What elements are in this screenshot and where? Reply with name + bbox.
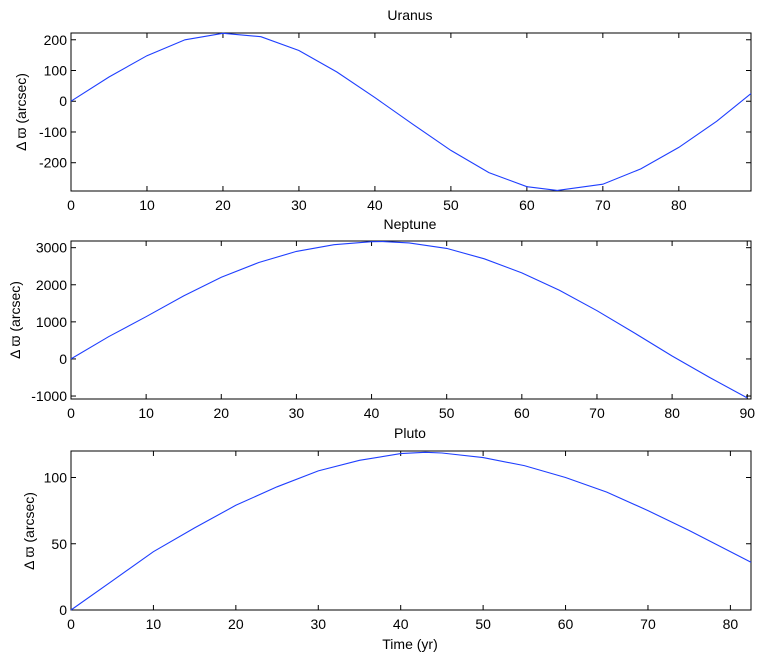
x-axis-label: Time (yr) <box>382 636 437 652</box>
chart-title: Neptune <box>384 216 437 232</box>
y-tick-label: 100 <box>44 63 68 79</box>
x-tick-label: 30 <box>291 197 307 213</box>
y-tick-label: 100 <box>44 470 68 486</box>
x-tick-label: 80 <box>664 405 680 421</box>
x-tick-label: 0 <box>67 616 75 632</box>
x-tick-label: 0 <box>67 405 75 421</box>
y-axis-label: Δ ϖ (arcsec) <box>21 492 37 570</box>
x-tick-label: 0 <box>67 197 75 213</box>
x-tick-label: 50 <box>475 616 491 632</box>
y-tick-label: 0 <box>59 93 67 109</box>
x-tick-label: 40 <box>367 197 383 213</box>
series-line <box>70 32 752 191</box>
tick-group: 0 10 20 30 40 50 60 70 80 -200 -100 0 100 200 <box>39 32 751 213</box>
x-tick-label: 20 <box>228 616 244 632</box>
x-tick-label: 80 <box>671 197 687 213</box>
x-tick-label: 40 <box>393 616 409 632</box>
x-tick-label: 90 <box>739 405 755 421</box>
y-tick-label: 3000 <box>36 240 67 256</box>
y-tick-label: 2000 <box>36 277 67 293</box>
x-tick-label: 20 <box>215 197 231 213</box>
y-axis-label: Δ ϖ (arcsec) <box>13 73 29 151</box>
x-tick-label: 80 <box>723 616 739 632</box>
y-tick-label: 1000 <box>36 314 67 330</box>
y-tick-label: 0 <box>59 351 67 367</box>
panel-uranus: Uranus Δ ϖ (arcsec) 0 10 20 30 40 50 60 70 80 -20… <box>13 7 752 213</box>
chart-title: Uranus <box>387 7 432 23</box>
panel-neptune: Neptune Δ ϖ (arcsec) 0 10 20 30 40 50 60 70 80 90… <box>7 216 755 421</box>
y-tick-label: 50 <box>51 536 67 552</box>
x-tick-label: 60 <box>514 405 530 421</box>
y-tick-label: -100 <box>39 124 67 140</box>
x-tick-label: 50 <box>439 405 455 421</box>
chart-title: Pluto <box>394 425 426 441</box>
x-tick-label: 30 <box>289 405 305 421</box>
x-tick-label: 70 <box>640 616 656 632</box>
y-tick-label: 200 <box>44 32 68 48</box>
x-tick-label: 70 <box>595 197 611 213</box>
y-axis-label: Δ ϖ (arcsec) <box>7 281 23 359</box>
x-tick-label: 10 <box>139 197 155 213</box>
x-tick-label: 60 <box>519 197 535 213</box>
series-line <box>70 241 748 399</box>
y-tick-label: 0 <box>59 602 67 618</box>
x-tick-label: 30 <box>310 616 326 632</box>
x-tick-label: 10 <box>138 405 154 421</box>
x-tick-label: 50 <box>443 197 459 213</box>
x-tick-label: 40 <box>364 405 380 421</box>
y-tick-label: -1000 <box>31 388 67 404</box>
series-line <box>70 451 752 611</box>
plot-frame <box>70 240 752 400</box>
panel-pluto: Pluto Δ ϖ (arcsec) Time (yr) 0 10 20 30 40 50… <box>21 425 752 652</box>
tick-group: 0 10 20 30 40 50 60 70 80 0 50 100 <box>44 451 751 632</box>
y-tick-label: -200 <box>39 155 67 171</box>
x-tick-label: 10 <box>146 616 162 632</box>
plot-frame <box>70 450 752 611</box>
plot-frame <box>70 32 752 192</box>
x-tick-label: 20 <box>213 405 229 421</box>
x-tick-label: 60 <box>558 616 574 632</box>
x-tick-label: 70 <box>589 405 605 421</box>
